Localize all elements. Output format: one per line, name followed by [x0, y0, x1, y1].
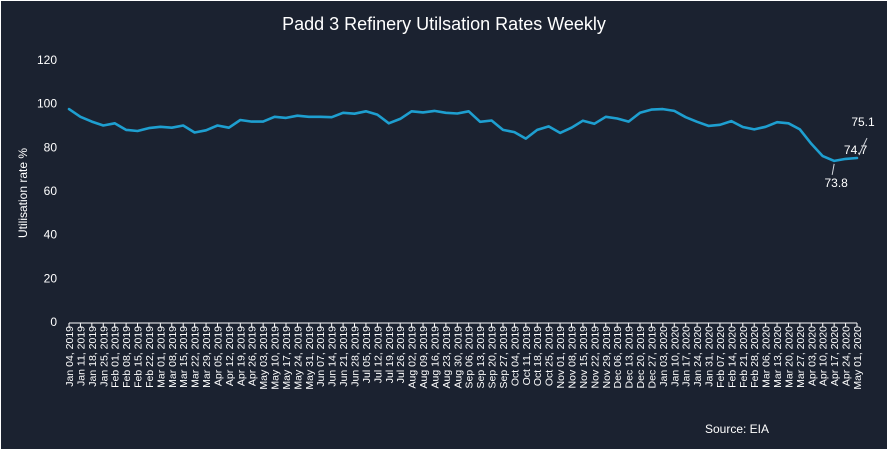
x-tick-label: May 17, 2019: [281, 326, 293, 390]
data-label: 73.8: [824, 176, 848, 190]
x-tick-label: Nov 08, 2019: [566, 326, 578, 389]
x-tick-label: Apr 26, 2019: [247, 326, 259, 386]
x-tick-label: Aug 09, 2019: [418, 326, 430, 389]
x-tick-label: Jul 12, 2019: [372, 326, 384, 383]
x-tick-label: Nov 29, 2019: [601, 326, 613, 389]
x-tick-label: Apr 24, 2020: [841, 326, 853, 386]
x-tick-label: Jan 18, 2019: [87, 326, 99, 387]
data-annotations: 73.8 74.7 75.1: [824, 115, 875, 190]
x-tick-label: Oct 11, 2019: [521, 326, 533, 386]
x-tick-label: Mar 01, 2019: [155, 326, 167, 388]
x-tick-label: Feb 07, 2020: [715, 326, 727, 388]
y-tick-label: 120: [37, 53, 57, 67]
source-note: Source: EIA: [705, 422, 769, 436]
x-tick-label: Jan 03, 2020: [658, 326, 670, 387]
x-tick-label: Dec 06, 2019: [612, 326, 624, 389]
x-tick-label: May 31, 2019: [304, 326, 316, 390]
x-tick-label: Jan 24, 2020: [692, 326, 704, 387]
x-tick-label: Oct 18, 2019: [532, 326, 544, 386]
x-tick-label: Mar 22, 2019: [190, 326, 202, 388]
x-tick-label: Feb 14, 2020: [726, 326, 738, 388]
x-tick-label: Feb 21, 2020: [738, 326, 750, 388]
data-label: 74.7: [844, 143, 868, 157]
y-axis: 0 20 40 60 80 100 120: [37, 53, 57, 329]
x-tick-label: May 03, 2019: [258, 326, 270, 390]
y-tick-label: 40: [44, 228, 58, 242]
x-tick-label: Apr 10, 2020: [818, 326, 830, 386]
x-tick-label: Mar 06, 2020: [761, 326, 773, 388]
x-tick-label: Jul 19, 2019: [384, 326, 396, 383]
x-tick-label: Aug 23, 2019: [441, 326, 453, 389]
x-tick-label: Jan 04, 2019: [64, 326, 76, 387]
annotation-leader: [831, 163, 835, 175]
x-tick-label: Feb 15, 2019: [133, 326, 145, 388]
x-axis: Jan 04, 2019 Jan 11, 2019 Jan 18, 2019 Jan …: [64, 322, 864, 390]
y-tick-label: 60: [44, 184, 58, 198]
y-axis-label: Utilisation rate %: [16, 148, 30, 238]
x-tick-label: Aug 30, 2019: [452, 326, 464, 389]
chart-title: Padd 3 Refinery Utilsation Rates Weekly: [282, 14, 606, 34]
x-tick-label: Mar 13, 2020: [772, 326, 784, 388]
x-tick-label: May 01, 2020: [852, 326, 864, 390]
x-tick-label: Feb 28, 2020: [749, 326, 761, 388]
x-tick-label: Jun 21, 2019: [338, 326, 350, 387]
x-tick-label: Feb 08, 2019: [121, 326, 133, 388]
x-tick-label: Nov 22, 2019: [589, 326, 601, 389]
x-tick-label: Mar 29, 2019: [201, 326, 213, 388]
x-tick-label: Sep 13, 2019: [475, 326, 487, 389]
x-tick-label: Dec 27, 2019: [646, 326, 658, 389]
x-tick-label: Jul 26, 2019: [395, 326, 407, 383]
data-label: 75.1: [851, 115, 875, 129]
x-tick-label: Apr 17, 2020: [829, 326, 841, 386]
x-tick-label: Mar 27, 2020: [795, 326, 807, 388]
x-tick-label: Dec 20, 2019: [635, 326, 647, 389]
x-tick-label: Nov 15, 2019: [578, 326, 590, 389]
x-tick-label: Jun 14, 2019: [327, 326, 339, 387]
x-tick-label: Jul 05, 2019: [361, 326, 373, 383]
x-tick-label: Jun 28, 2019: [350, 326, 362, 387]
x-tick-label: Sep 06, 2019: [464, 326, 476, 389]
x-tick-label: Apr 12, 2019: [224, 326, 236, 386]
x-tick-label: Jan 17, 2020: [681, 326, 693, 387]
x-tick-label: Mar 20, 2020: [783, 326, 795, 388]
x-tick-label: Sep 27, 2019: [498, 326, 510, 389]
x-tick-label: Oct 04, 2019: [509, 326, 521, 386]
x-tick-label: Jan 10, 2020: [669, 326, 681, 387]
x-tick-label: Jun 07, 2019: [315, 326, 327, 387]
x-tick-label: Jan 25, 2019: [98, 326, 110, 387]
y-tick-label: 80: [44, 140, 58, 154]
x-tick-label: Dec 13, 2019: [624, 326, 636, 389]
x-tick-label: Nov 01, 2019: [555, 326, 567, 389]
x-tick-label: May 10, 2019: [270, 326, 282, 390]
x-tick-label: Feb 22, 2019: [144, 326, 156, 388]
x-tick-label: Apr 05, 2019: [212, 326, 224, 386]
x-tick-label: Mar 15, 2019: [178, 326, 190, 388]
annotation-leader: [858, 137, 868, 156]
x-tick-label: Jan 11, 2019: [75, 326, 87, 386]
y-tick-label: 0: [50, 315, 57, 329]
series-line: [67, 107, 859, 163]
y-tick-label: 100: [37, 97, 57, 111]
x-tick-label: Jan 31, 2020: [704, 326, 716, 387]
x-tick-label: Apr 03, 2020: [806, 326, 818, 386]
x-tick-label: Feb 01, 2019: [110, 326, 122, 388]
x-tick-label: May 24, 2019: [292, 326, 304, 390]
x-tick-label: Apr 19, 2019: [235, 326, 247, 386]
y-tick-label: 20: [44, 271, 58, 285]
x-tick-label: Sep 20, 2019: [487, 326, 499, 389]
x-tick-label: Aug 16, 2019: [429, 326, 441, 389]
x-tick-label: Mar 08, 2019: [167, 326, 179, 388]
x-tick-label: Aug 02, 2019: [407, 326, 419, 389]
x-tick-label: Oct 25, 2019: [544, 326, 556, 386]
